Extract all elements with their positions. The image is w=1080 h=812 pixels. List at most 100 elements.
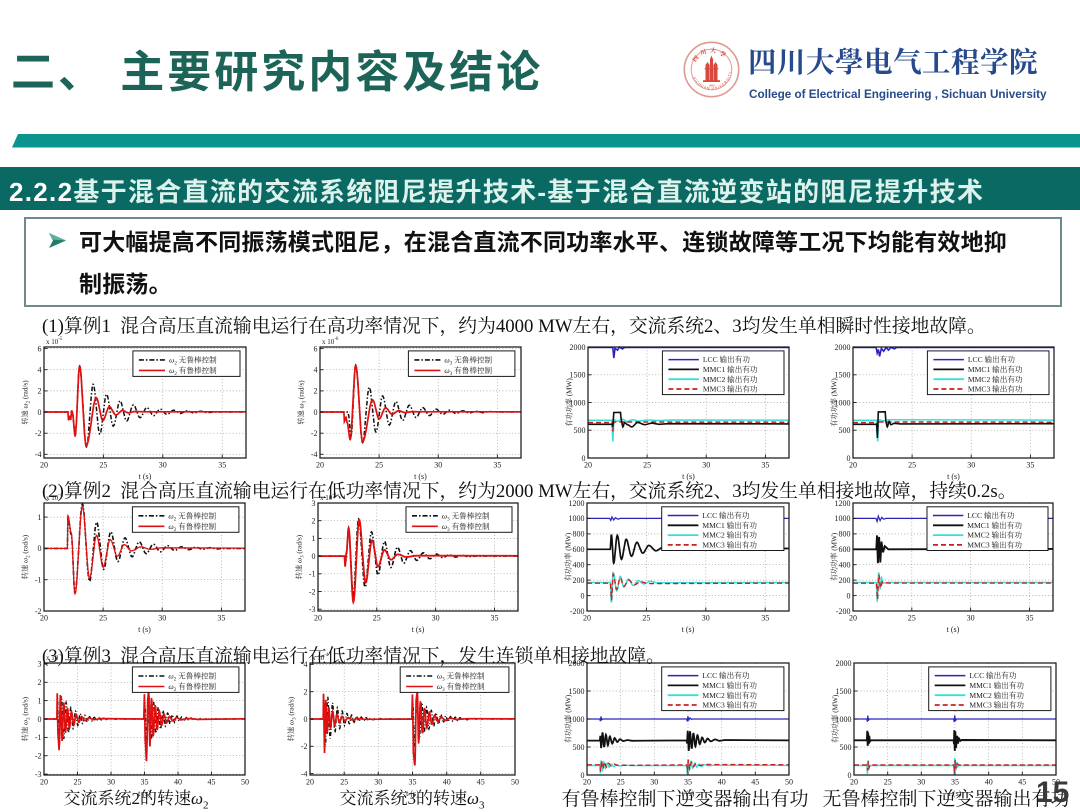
svg-text:1: 1	[312, 533, 316, 544]
svg-text:1200: 1200	[835, 498, 851, 509]
svg-text:25: 25	[617, 777, 625, 788]
svg-text:30: 30	[967, 613, 975, 624]
svg-text:1000: 1000	[569, 714, 585, 725]
svg-text:-2: -2	[309, 586, 316, 597]
svg-text:35: 35	[1026, 613, 1034, 624]
svg-text:35: 35	[217, 613, 225, 624]
svg-text:有功功率 (MW): 有功功率 (MW)	[830, 378, 840, 427]
svg-text:MMC3 输出有功: MMC3 输出有功	[969, 700, 1024, 711]
svg-text:t (s): t (s)	[414, 471, 427, 482]
svg-text:2: 2	[314, 386, 318, 397]
svg-text:-4: -4	[311, 449, 318, 460]
svg-text:1200: 1200	[569, 498, 585, 509]
svg-text:25: 25	[375, 460, 383, 471]
svg-text:MMC2 输出有功: MMC2 输出有功	[967, 530, 1022, 541]
svg-text:20: 20	[40, 777, 48, 788]
svg-text:2: 2	[38, 386, 42, 397]
svg-text:25: 25	[908, 460, 916, 471]
svg-text:20: 20	[40, 613, 48, 624]
svg-text:-2: -2	[35, 606, 42, 617]
svg-text:200: 200	[839, 575, 851, 586]
svg-text:1: 1	[38, 695, 42, 706]
svg-text:25: 25	[99, 613, 107, 624]
svg-text:MMC3 输出有功: MMC3 输出有功	[967, 540, 1022, 551]
svg-text:ω2 有鲁棒控制: ω2 有鲁棒控制	[168, 521, 216, 533]
svg-text:0: 0	[847, 453, 851, 464]
svg-text:0: 0	[848, 770, 852, 781]
svg-text:20: 20	[850, 777, 858, 788]
svg-text:t (s): t (s)	[949, 788, 962, 799]
svg-text:20: 20	[849, 460, 857, 471]
svg-text:1000: 1000	[569, 513, 585, 524]
svg-text:x 10-5: x 10-5	[46, 335, 63, 347]
svg-text:20: 20	[584, 460, 592, 471]
svg-text:0: 0	[38, 407, 42, 418]
svg-text:-4: -4	[35, 449, 42, 460]
svg-text:50: 50	[785, 777, 793, 788]
svg-text:1000: 1000	[570, 397, 586, 408]
svg-text:-4: -4	[301, 768, 308, 779]
svg-text:有功功率 (MW): 有功功率 (MW)	[564, 694, 574, 743]
svg-text:ω3 有鲁棒控制: ω3 有鲁棒控制	[437, 681, 485, 693]
svg-text:-1: -1	[309, 569, 316, 580]
svg-text:1500: 1500	[836, 686, 852, 697]
svg-text:0: 0	[582, 453, 586, 464]
svg-text:有功功率 (MW): 有功功率 (MW)	[830, 532, 840, 581]
svg-text:6: 6	[314, 343, 318, 354]
svg-text:200: 200	[573, 575, 585, 586]
svg-text:MMC1 输出有功: MMC1 输出有功	[968, 364, 1023, 375]
svg-text:30: 30	[702, 460, 710, 471]
svg-text:-200: -200	[570, 606, 585, 617]
svg-text:600: 600	[839, 544, 851, 555]
svg-text:4: 4	[314, 365, 318, 376]
svg-text:MMC2 输出有功: MMC2 输出有功	[968, 374, 1023, 385]
svg-text:3: 3	[38, 659, 42, 670]
svg-text:转速 ω2 (rad/s): 转速 ω2 (rad/s)	[21, 380, 32, 425]
svg-text:1896: 1896	[708, 84, 715, 88]
svg-text:MMC1 输出有功: MMC1 输出有功	[703, 364, 758, 375]
svg-text:400: 400	[573, 560, 585, 571]
svg-text:20: 20	[316, 460, 324, 471]
svg-text:转速 ω3 (rad/s): 转速 ω3 (rad/s)	[295, 534, 306, 579]
svg-text:30: 30	[917, 777, 925, 788]
svg-text:20: 20	[314, 613, 322, 624]
svg-text:t (s): t (s)	[139, 471, 152, 482]
svg-text:500: 500	[839, 425, 851, 436]
svg-text:20: 20	[583, 613, 591, 624]
svg-text:MMC1 输出有功: MMC1 输出有功	[967, 520, 1022, 531]
svg-text:0: 0	[314, 407, 318, 418]
svg-text:2: 2	[304, 687, 308, 698]
svg-text:25: 25	[908, 613, 916, 624]
svg-text:25: 25	[340, 777, 348, 788]
svg-text:30: 30	[107, 777, 115, 788]
svg-text:转速 ω3 (rad/s): 转速 ω3 (rad/s)	[287, 696, 298, 741]
svg-text:25: 25	[642, 613, 650, 624]
svg-text:25: 25	[373, 613, 381, 624]
svg-text:45: 45	[477, 777, 485, 788]
svg-text:有功功率 (MW): 有功功率 (MW)	[565, 378, 575, 427]
svg-text:ω2 无鲁棒控制: ω2 无鲁棒控制	[169, 355, 217, 367]
svg-text:35: 35	[491, 613, 499, 624]
svg-text:1000: 1000	[835, 513, 851, 524]
svg-text:6: 6	[38, 343, 42, 354]
svg-text:MMC1 输出有功: MMC1 输出有功	[702, 680, 757, 691]
svg-text:转速 ω2 (rad/s): 转速 ω2 (rad/s)	[21, 696, 32, 741]
svg-text:1000: 1000	[835, 397, 851, 408]
svg-text:LCC 输出有功: LCC 输出有功	[702, 510, 749, 521]
svg-text:t (s): t (s)	[138, 624, 151, 635]
svg-text:1500: 1500	[835, 370, 851, 381]
svg-text:t (s): t (s)	[682, 788, 695, 799]
svg-text:-3: -3	[35, 769, 42, 780]
svg-text:-2: -2	[35, 751, 42, 762]
svg-text:0: 0	[312, 551, 316, 562]
svg-text:35: 35	[761, 460, 769, 471]
svg-text:x 10-4: x 10-4	[46, 491, 63, 503]
svg-text:-200: -200	[836, 606, 851, 617]
svg-text:LCC 输出有功: LCC 输出有功	[703, 354, 750, 365]
svg-text:转速 ω2 (rad/s): 转速 ω2 (rad/s)	[21, 534, 32, 579]
svg-text:x 10-4: x 10-4	[320, 491, 337, 503]
svg-text:MMC3 输出有功: MMC3 输出有功	[968, 384, 1023, 395]
svg-text:20: 20	[306, 777, 314, 788]
svg-text:4: 4	[38, 365, 42, 376]
svg-text:LCC 输出有功: LCC 输出有功	[702, 670, 749, 681]
